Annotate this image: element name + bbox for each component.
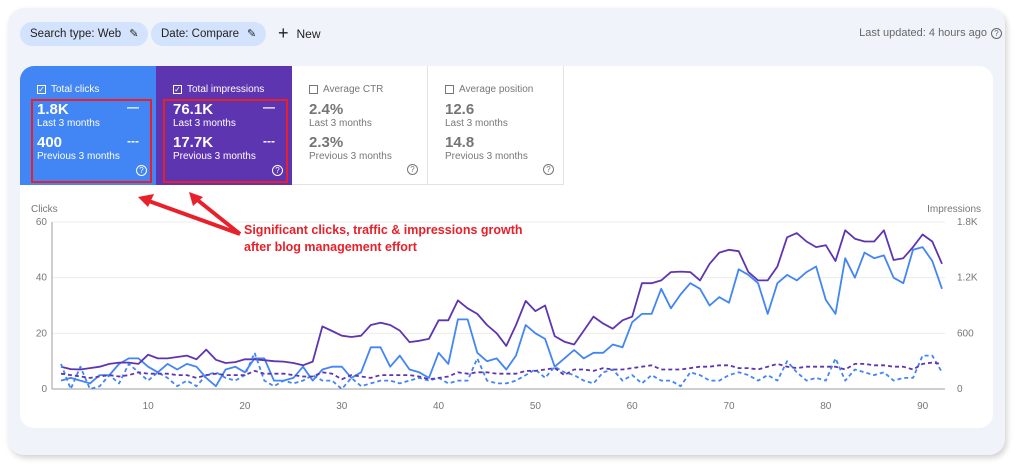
x-tick-label: 60 [627, 401, 639, 412]
metric-card-total-clicks[interactable]: ✓ Total clicks — 1.8K Last 3 months --- 4… [20, 66, 156, 185]
metric-label: Total impressions [187, 84, 265, 95]
y-tick-label-left: 40 [36, 273, 48, 284]
metric-previous-value: 2.3% [309, 134, 344, 151]
date-filter-label: Date: Compare [161, 28, 239, 40]
pencil-icon: ✎ [129, 28, 139, 40]
highlight-box-impressions [163, 99, 288, 183]
x-tick-label: 90 [917, 401, 929, 412]
metric-current-value: 2.4% [309, 101, 344, 118]
series-line-clicks-dashed [60, 351, 943, 390]
y-tick-label-right: 1.2K [957, 273, 978, 284]
y-tick-label-right: 0 [957, 384, 963, 395]
metric-label: Total clicks [51, 84, 100, 95]
last-updated-text: Last updated: 4 hours ago [859, 27, 987, 39]
checkbox-checked-icon[interactable]: ✓ [37, 85, 46, 94]
dashed-line-legend-icon: --- [127, 134, 139, 148]
metric-current-value: 12.6 [445, 101, 475, 118]
metric-card-total-impressions[interactable]: ✓ Total impressions — 76.1K Last 3 months… [156, 66, 292, 185]
x-tick-label: 40 [433, 401, 445, 412]
help-icon[interactable]: ? [543, 164, 554, 175]
y-axis-title-right: Impressions [927, 204, 981, 215]
x-tick-label: 70 [723, 401, 735, 412]
annotation-line-2: after blog management effort [244, 240, 417, 254]
y-tick-label-left: 0 [41, 384, 47, 395]
x-tick-label: 80 [820, 401, 832, 412]
dashed-line-legend-icon: --- [263, 134, 275, 148]
metric-label: Average position [459, 84, 534, 95]
annotation-arrows [138, 192, 242, 236]
help-icon[interactable]: ? [407, 164, 418, 175]
metric-previous-value: 14.8 [445, 134, 475, 151]
help-icon[interactable]: ? [272, 165, 283, 176]
plus-icon: + [278, 23, 289, 43]
metric-label: Average CTR [323, 84, 384, 95]
y-axis-title-left: Clicks [31, 204, 58, 215]
y-tick-label-right: 600 [957, 328, 974, 339]
highlight-box-clicks [31, 99, 152, 183]
series-line-impressions-dashed [60, 361, 943, 381]
checkbox-checked-icon[interactable]: ✓ [173, 85, 182, 94]
arrowhead-clicks [138, 194, 154, 207]
y-tick-label-left: 60 [36, 217, 48, 228]
metric-previous-period: Previous 3 months [445, 151, 528, 162]
metric-current-period: Last 3 months [309, 118, 372, 129]
arrow-to-impressions [193, 196, 242, 236]
checkbox-unchecked-icon[interactable] [309, 85, 318, 94]
annotation-text: Significant clicks, traffic & impression… [244, 222, 523, 256]
arrowhead-impressions [189, 192, 203, 206]
arrow-to-clicks [145, 198, 241, 236]
metric-current-period: Last 3 months [445, 118, 508, 129]
new-filter-button[interactable]: + New [278, 22, 321, 46]
solid-line-legend-icon: — [263, 100, 275, 114]
y-tick-label-left: 20 [36, 328, 48, 339]
last-updated: Last updated: 4 hours ago ? [859, 27, 1002, 39]
metric-card-average-ctr[interactable]: Average CTR 2.4% Last 3 months 2.3% Prev… [292, 66, 428, 185]
help-icon[interactable]: ? [991, 27, 1002, 39]
x-tick-label: 10 [143, 401, 155, 412]
x-tick-label: 20 [239, 401, 251, 412]
metric-previous-value: 17.7K [173, 134, 214, 151]
date-filter-chip[interactable]: Date: Compare ✎ [151, 22, 267, 46]
metric-card-average-position[interactable]: Average position 12.6 Last 3 months 14.8… [428, 66, 564, 185]
metric-current-value: 1.8K [37, 101, 69, 118]
metric-previous-period: Previous 3 months [173, 151, 256, 162]
metric-previous-value: 400 [37, 134, 63, 151]
series-line-clicks-solid [60, 246, 943, 388]
solid-line-legend-icon: — [127, 100, 139, 114]
metric-current-period: Last 3 months [173, 118, 236, 129]
metric-current-value: 76.1K [173, 101, 214, 118]
search-type-filter-chip[interactable]: Search type: Web ✎ [20, 22, 149, 46]
metric-previous-period: Previous 3 months [309, 151, 392, 162]
x-tick-label: 30 [336, 401, 348, 412]
metric-current-period: Last 3 months [37, 118, 100, 129]
pencil-icon: ✎ [246, 28, 257, 40]
checkbox-unchecked-icon[interactable] [445, 85, 454, 94]
search-type-label: Search type: Web [30, 28, 122, 40]
series-line-impressions-solid [60, 229, 943, 371]
y-tick-label-right: 1.8K [957, 217, 978, 228]
new-label: New [296, 27, 321, 41]
x-tick-label: 50 [530, 401, 542, 412]
metric-previous-period: Previous 3 months [37, 151, 120, 162]
help-icon[interactable]: ? [136, 165, 147, 176]
annotation-line-1: Significant clicks, traffic & impression… [244, 223, 523, 237]
